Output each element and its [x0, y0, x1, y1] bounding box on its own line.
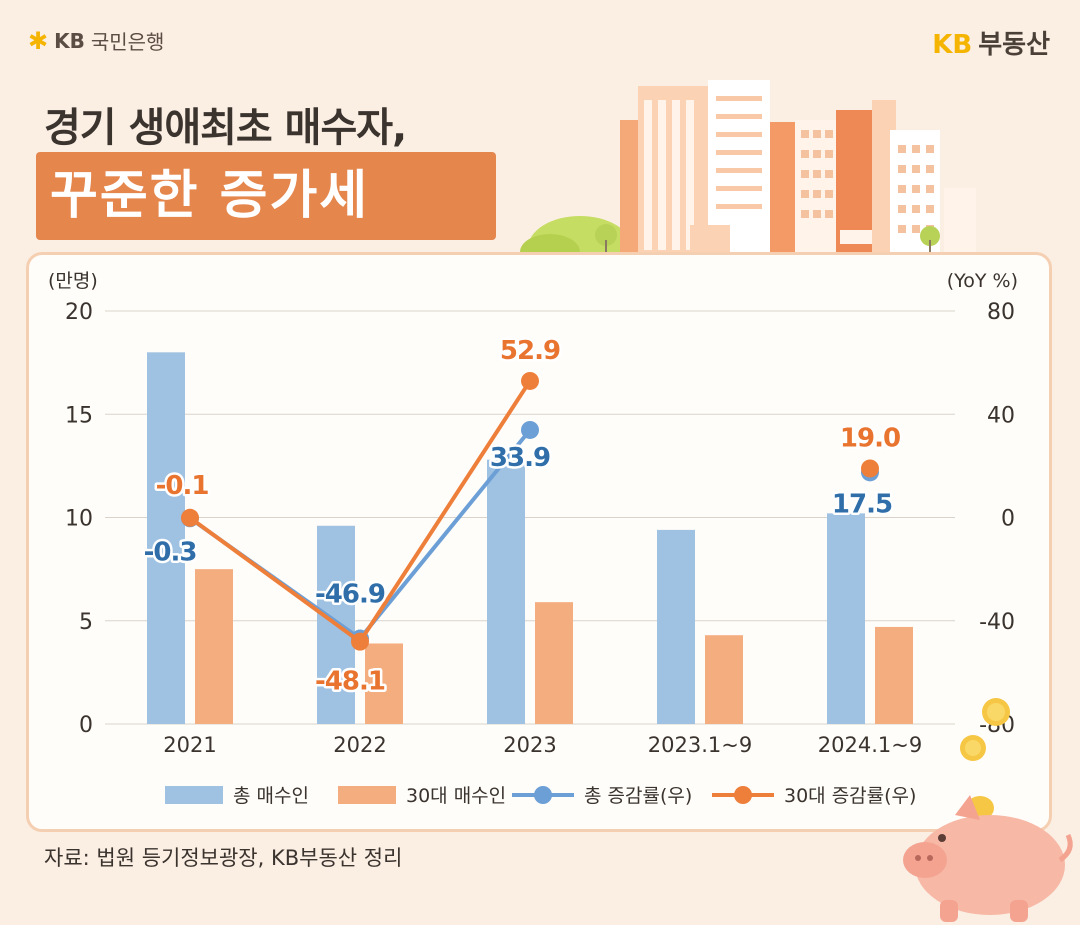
- x-tick-label: 2024.1~9: [818, 733, 922, 757]
- data-label-total-rate: 17.5: [832, 489, 892, 519]
- coin-icon: [960, 735, 986, 761]
- kb-bank-logo: ✱ KB 국민은행: [28, 26, 164, 55]
- data-label-total-rate: -0.3: [144, 537, 197, 567]
- legend-label: 총 매수인: [233, 785, 309, 807]
- piggy-bank-icon: [903, 795, 1073, 922]
- legend-swatch-marker: [534, 786, 552, 804]
- realestate-name: 부동산: [978, 30, 1050, 60]
- data-label-thirties-rate: -0.1: [156, 471, 209, 501]
- data-label-thirties-rate: -48.1: [315, 667, 385, 697]
- y-left-axis-unit: (만명): [48, 270, 98, 292]
- bank-name: 국민은행: [90, 30, 165, 54]
- bank-kb-text: KB: [54, 28, 85, 53]
- bar-thirties-buyers: [365, 643, 403, 724]
- title-line-2: 꾸준한 증가세: [36, 152, 496, 240]
- kb-star-icon: ✱: [28, 26, 49, 55]
- data-label-total-rate: 33.9: [490, 443, 550, 473]
- y-left-tick-label: 0: [79, 713, 93, 738]
- data-label-thirties-rate: 52.9: [500, 336, 560, 366]
- y-right-tick-label: 40: [987, 403, 1015, 428]
- bar-thirties-buyers: [705, 635, 743, 724]
- data-label-thirties-rate: 19.0: [840, 423, 900, 453]
- point-thirties-rate: [181, 508, 199, 527]
- bar-total-buyers: [657, 529, 695, 724]
- point-total-rate: [521, 420, 539, 439]
- coin-icon: [982, 698, 1010, 726]
- y-left-tick-label: 10: [65, 507, 93, 532]
- data-label-total-rate: -46.9: [315, 580, 385, 610]
- y-right-tick-label: 80: [987, 300, 1015, 325]
- point-thirties-rate: [521, 371, 539, 390]
- x-tick-label: 2023: [503, 733, 556, 757]
- legend-swatch-marker: [734, 786, 752, 804]
- point-thirties-rate: [861, 459, 879, 478]
- chart-panel: [26, 252, 1052, 832]
- bar-thirties-buyers: [875, 626, 913, 724]
- legend-swatch-bar: [165, 786, 223, 804]
- kb-realestate-logo: KB 부동산: [932, 24, 1050, 61]
- bar-thirties-buyers: [195, 569, 233, 724]
- bar-total-buyers: [487, 459, 525, 724]
- legend-label: 30대 증감률(우): [784, 785, 916, 807]
- legend-label: 총 증감률(우): [584, 785, 692, 807]
- city-illustration: [520, 80, 976, 260]
- point-thirties-rate: [351, 632, 369, 651]
- y-left-tick-label: 15: [65, 403, 93, 428]
- bar-thirties-buyers: [535, 602, 573, 724]
- y-right-tick-label: 0: [1001, 507, 1015, 532]
- y-right-tick-label: -40: [979, 610, 1015, 635]
- realestate-kb-text: KB: [932, 30, 973, 60]
- source-note: 자료: 법원 등기정보광장, KB부동산 정리: [44, 846, 403, 870]
- x-tick-label: 2022: [333, 733, 386, 757]
- y-left-tick-label: 20: [65, 300, 93, 325]
- legend-label: 30대 매수인: [406, 785, 506, 807]
- y-right-axis-unit: (YoY %): [947, 270, 1018, 292]
- bar-total-buyers: [147, 352, 185, 724]
- bar-total-buyers: [827, 513, 865, 724]
- x-tick-label: 2023.1~9: [648, 733, 752, 757]
- title-line-1: 경기 생애최초 매수자,: [44, 105, 407, 151]
- legend-swatch-bar: [338, 786, 396, 804]
- x-tick-label: 2021: [163, 733, 216, 757]
- y-left-tick-label: 5: [79, 610, 93, 635]
